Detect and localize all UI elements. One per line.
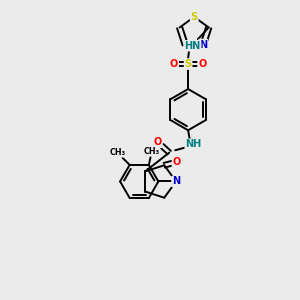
Text: N: N [172, 176, 180, 187]
Text: HN: HN [184, 41, 201, 51]
Text: S: S [190, 12, 198, 22]
Text: NH: NH [185, 140, 202, 149]
Text: CH₃: CH₃ [144, 147, 160, 156]
Text: O: O [198, 59, 206, 69]
Text: S: S [184, 59, 192, 69]
Text: CH₃: CH₃ [109, 148, 125, 157]
Text: O: O [170, 59, 178, 69]
Text: O: O [153, 137, 162, 147]
Text: N: N [199, 40, 207, 50]
Text: O: O [172, 157, 181, 167]
